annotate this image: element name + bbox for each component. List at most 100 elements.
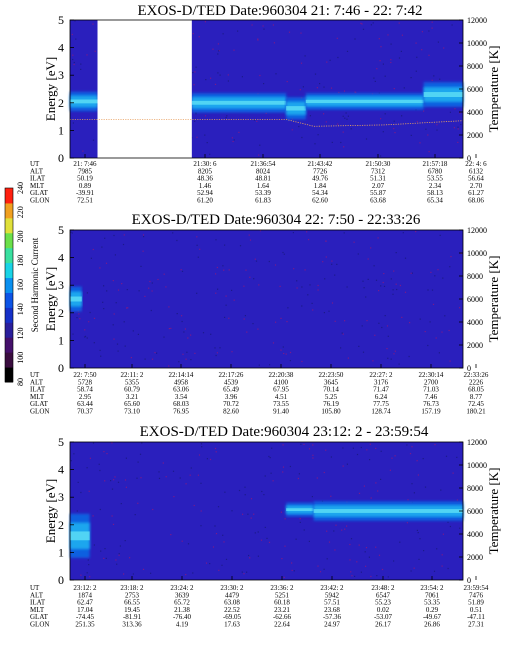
orbit-cell: 73.55	[273, 400, 289, 408]
orbit-cell: 7726	[313, 167, 328, 175]
noise-speck	[243, 285, 245, 287]
noise-speck	[370, 497, 372, 499]
noise-speck	[370, 247, 372, 249]
noise-speck	[272, 480, 274, 482]
noise-speck	[349, 559, 351, 561]
orbit-cell: 76.95	[173, 408, 189, 416]
noise-speck	[381, 568, 384, 571]
noise-speck	[76, 317, 78, 319]
noise-speck	[410, 570, 412, 572]
noise-speck	[231, 289, 233, 291]
y2-tick-label: 10000	[467, 249, 487, 258]
noise-speck	[331, 260, 333, 262]
noise-speck	[436, 124, 438, 126]
noise-speck	[428, 54, 430, 56]
panel-2-plot-background	[70, 230, 463, 368]
orbit-cell: 21: 7:46	[73, 160, 97, 168]
orbit-cell: 22:17:26	[219, 371, 244, 379]
orbit-cell: 8.77	[470, 393, 483, 401]
y-tick-label: 1	[58, 545, 64, 559]
noise-speck	[459, 307, 461, 309]
noise-speck	[415, 42, 417, 44]
noise-speck	[427, 344, 429, 347]
noise-speck	[345, 112, 347, 114]
noise-speck	[257, 328, 259, 330]
noise-speck	[302, 86, 304, 88]
orbit-cell: -76.40	[173, 613, 192, 621]
noise-speck	[408, 355, 410, 358]
orbit-cell: 55.23	[375, 599, 391, 607]
orbit-cell: 72.45	[468, 400, 484, 408]
intensity-band-peak	[305, 99, 424, 104]
orbit-cell: 8205	[198, 167, 213, 175]
noise-speck	[416, 460, 418, 462]
noise-speck	[376, 575, 378, 577]
noise-speck	[410, 272, 412, 274]
noise-speck	[99, 349, 101, 351]
orbit-cell: 48.81	[255, 175, 271, 183]
noise-speck	[323, 312, 325, 314]
orbit-cell: 68.06	[468, 197, 484, 205]
orbit-row-label: ILAT	[30, 175, 46, 183]
noise-speck	[415, 231, 417, 233]
noise-speck	[338, 91, 340, 94]
orbit-row-label: UT	[30, 160, 40, 168]
noise-speck	[389, 469, 391, 471]
noise-speck	[410, 134, 412, 136]
noise-speck	[123, 234, 125, 236]
orbit-cell: 70.14	[323, 386, 339, 394]
noise-speck	[452, 472, 454, 474]
noise-speck	[337, 123, 339, 125]
noise-speck	[280, 511, 282, 513]
orbit-cell: 23:59:54	[464, 584, 489, 592]
noise-speck	[431, 21, 433, 23]
noise-speck	[392, 289, 394, 291]
noise-speck	[231, 351, 233, 353]
noise-speck	[127, 307, 129, 309]
noise-speck	[450, 256, 452, 258]
noise-speck	[375, 447, 377, 449]
noise-speck	[342, 333, 344, 335]
noise-speck	[115, 559, 117, 561]
noise-speck	[365, 296, 367, 298]
noise-speck	[409, 322, 411, 324]
noise-speck	[180, 269, 182, 271]
orbit-cell: 65.49	[223, 386, 239, 394]
noise-speck	[111, 488, 114, 490]
orbit-cell: 61.83	[255, 197, 271, 205]
orbit-cell: 70.37	[77, 408, 93, 416]
noise-speck	[271, 447, 273, 449]
noise-speck	[222, 265, 224, 267]
noise-speck	[301, 360, 303, 363]
noise-speck	[283, 352, 285, 355]
noise-speck	[387, 576, 389, 578]
noise-speck	[325, 121, 327, 123]
noise-speck	[142, 568, 145, 570]
noise-speck	[396, 288, 398, 291]
noise-speck	[256, 120, 258, 122]
orbit-row-label: MLT	[30, 606, 45, 614]
noise-speck	[233, 139, 235, 141]
noise-speck	[84, 336, 86, 338]
noise-speck	[373, 77, 375, 79]
noise-speck	[386, 325, 389, 327]
noise-speck	[363, 287, 365, 289]
noise-speck	[312, 454, 314, 456]
noise-speck	[197, 256, 199, 258]
noise-speck	[204, 21, 206, 23]
noise-speck	[79, 318, 81, 320]
noise-speck	[322, 261, 324, 263]
noise-speck	[215, 354, 217, 357]
panel-2-y2label: Temperature [K]	[486, 256, 501, 343]
noise-speck	[202, 332, 205, 334]
colorbar-tick-label: 160	[16, 279, 25, 291]
noise-speck	[98, 463, 100, 465]
noise-speck	[92, 248, 94, 251]
noise-speck	[354, 91, 356, 93]
noise-speck	[346, 118, 348, 120]
noise-speck	[263, 83, 265, 85]
noise-speck	[340, 347, 342, 349]
intensity-band-peak	[70, 296, 82, 302]
noise-speck	[411, 272, 413, 274]
noise-speck	[312, 457, 314, 459]
